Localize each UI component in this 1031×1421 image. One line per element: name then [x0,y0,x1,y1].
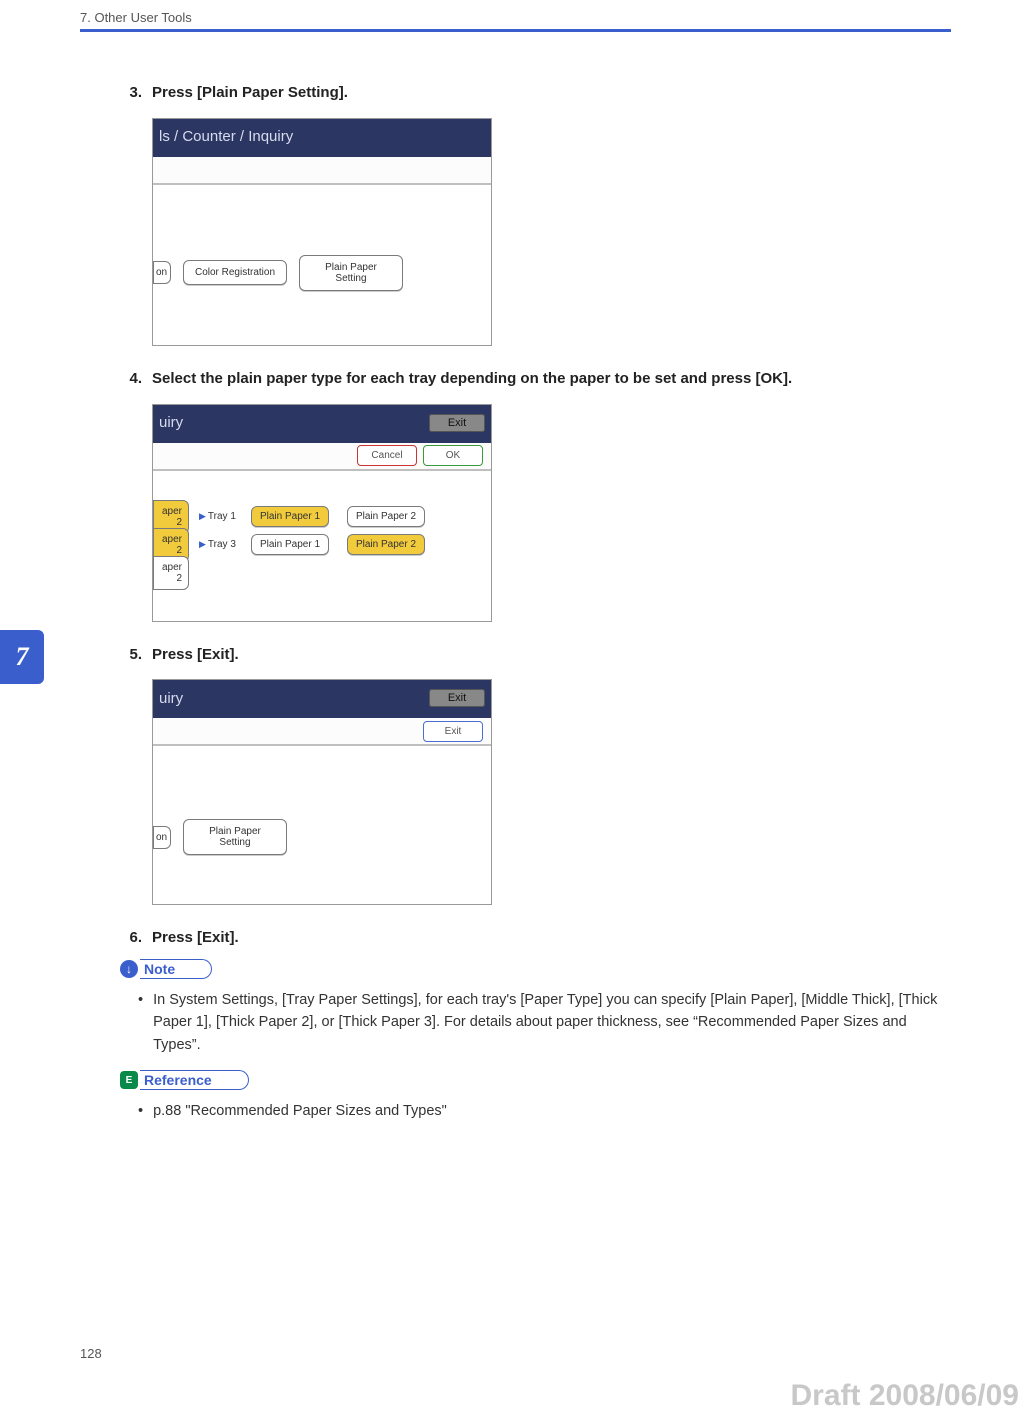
exit-button[interactable]: Exit [423,721,483,742]
screenshot-toolbar [153,157,491,185]
plain-paper-setting-button[interactable]: Plain Paper Setting [299,255,403,291]
header-exit-button[interactable]: Exit [429,689,485,707]
screenshot-2: uiry Exit Cancel OK aper 2 ▶Tray 1 Plain… [152,404,492,622]
bullet-icon: • [138,1100,143,1122]
screenshot-titlebar: uiry Exit [153,405,491,443]
partial-button[interactable]: on [153,261,171,284]
step-text: Select the plain paper type for each tra… [152,368,951,390]
titlebar-text: uiry [159,414,183,431]
step-3: 3. Press [Plain Paper Setting]. ls / Cou… [120,82,951,346]
main-content: 3. Press [Plain Paper Setting]. ls / Cou… [0,32,1031,1123]
screenshot-toolbar: Exit [153,718,491,746]
step-number: 3. [120,84,142,101]
step-number: 5. [120,646,142,663]
bullet-icon: • [138,989,143,1056]
titlebar-text: ls / Counter / Inquiry [159,128,293,145]
tray-label: ▶Tray 3 [199,539,245,550]
header-exit-button[interactable]: Exit [429,414,485,432]
step-text: Press [Plain Paper Setting]. [152,82,951,104]
plain-paper-2-button[interactable]: Plain Paper 2 [347,534,425,555]
running-header: 7. Other User Tools [0,0,1031,29]
cancel-button[interactable]: Cancel [357,445,417,466]
note-label: Note [140,959,212,979]
step-text: Press [Exit]. [152,644,951,666]
titlebar-text: uiry [159,690,183,707]
screenshot-1: ls / Counter / Inquiry on Color Registra… [152,118,492,346]
tray-row-3: aper 2 [153,559,485,587]
partial-button[interactable]: on [153,826,171,849]
chapter-tab: 7 [0,630,44,684]
tray-row-2: aper 2 ▶Tray 3 Plain Paper 1 Plain Paper… [153,531,485,559]
plain-paper-1-button[interactable]: Plain Paper 1 [251,534,329,555]
screenshot-titlebar: ls / Counter / Inquiry [153,119,491,157]
triangle-icon: ▶ [199,511,206,521]
step-number: 4. [120,370,142,387]
triangle-icon: ▶ [199,539,206,549]
reference-callout: E Reference [120,1070,951,1090]
note-text: In System Settings, [Tray Paper Settings… [153,989,951,1056]
tray-row-1: aper 2 ▶Tray 1 Plain Paper 1 Plain Paper… [153,503,485,531]
draft-stamp: Draft 2008/06/09 [791,1379,1020,1413]
reference-label: Reference [140,1070,249,1090]
screenshot-titlebar: uiry Exit [153,680,491,718]
reference-text: p.88 "Recommended Paper Sizes and Types" [153,1100,447,1122]
tray-label: ▶Tray 1 [199,511,245,522]
reference-body: • p.88 "Recommended Paper Sizes and Type… [138,1100,951,1122]
step-5: 5. Press [Exit]. uiry Exit Exit on Plain… [120,644,951,906]
plain-paper-1-button[interactable]: Plain Paper 1 [251,506,329,527]
step-4: 4. Select the plain paper type for each … [120,368,951,622]
page-number: 128 [80,1346,102,1361]
step-number: 6. [120,929,142,946]
step-6: 6. Press [Exit]. [120,927,951,949]
ok-button[interactable]: OK [423,445,483,466]
plain-paper-2-button[interactable]: Plain Paper 2 [347,506,425,527]
tray-name: Tray 3 [208,539,236,550]
note-body: • In System Settings, [Tray Paper Settin… [138,989,951,1056]
reference-icon: E [120,1071,138,1089]
note-icon: ↓ [120,960,138,978]
plain-paper-setting-button[interactable]: Plain Paper Setting [183,819,287,855]
note-callout: ↓ Note [120,959,951,979]
tray-name: Tray 1 [208,511,236,522]
partial-button[interactable]: aper 2 [153,556,189,590]
color-registration-button[interactable]: Color Registration [183,260,287,285]
screenshot-3: uiry Exit Exit on Plain Paper Setting [152,679,492,905]
step-text: Press [Exit]. [152,927,951,949]
screenshot-toolbar: Cancel OK [153,443,491,471]
